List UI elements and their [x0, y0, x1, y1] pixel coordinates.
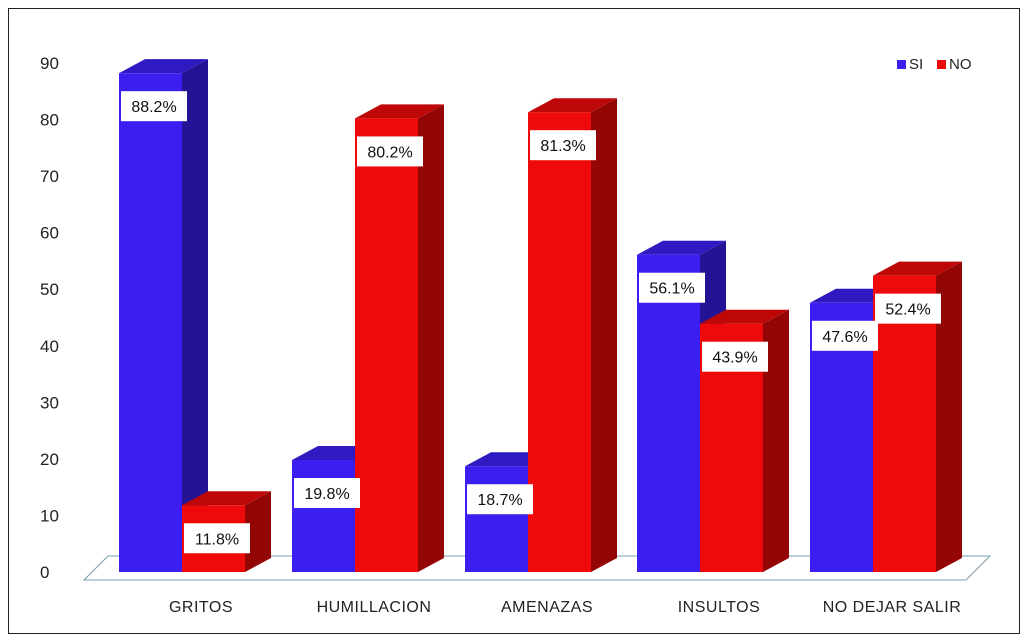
- bar-side: [591, 98, 617, 572]
- bar-no-humillacion: [355, 104, 444, 572]
- y-tick-label: 90: [40, 54, 59, 73]
- data-label-si-amenazas: 18.7%: [467, 484, 533, 514]
- y-axis: 0 10 20 30 40 50 60 70 80 90: [40, 54, 59, 582]
- legend-swatch: [937, 60, 946, 69]
- y-tick-label: 30: [40, 393, 59, 412]
- data-label-no-amenazas: 81.3%: [530, 130, 596, 160]
- data-label-text: 52.4%: [885, 302, 930, 319]
- x-category-label: GRITOS: [169, 599, 233, 616]
- bar-front: [355, 118, 418, 572]
- data-label-text: 88.2%: [131, 99, 176, 116]
- bar-front: [465, 466, 528, 572]
- data-label-text: 80.2%: [367, 144, 412, 161]
- data-label-no-humillacion: 80.2%: [357, 136, 423, 166]
- data-label-text: 43.9%: [712, 350, 757, 367]
- data-label-si-gritos: 88.2%: [121, 91, 187, 121]
- data-label-text: 19.8%: [304, 486, 349, 503]
- bar-si-gritos: [119, 59, 208, 572]
- y-tick-label: 10: [40, 506, 59, 525]
- bar-no-amenazas: [528, 98, 617, 572]
- bar-side: [418, 104, 444, 572]
- y-tick-label: 80: [40, 111, 59, 130]
- bar-front: [119, 73, 182, 572]
- legend: SI NO: [897, 56, 972, 73]
- data-label-text: 18.7%: [477, 492, 522, 509]
- y-tick-label: 60: [40, 224, 59, 243]
- y-tick-label: 70: [40, 167, 59, 186]
- y-tick-label: 40: [40, 337, 59, 356]
- legend-item-no: NO: [937, 56, 972, 73]
- legend-item-si: SI: [897, 56, 923, 73]
- data-label-text: 56.1%: [649, 281, 694, 298]
- data-label-si-humillacion: 19.8%: [294, 478, 360, 508]
- data-label-no-insultos: 43.9%: [702, 342, 768, 372]
- legend-swatch: [897, 60, 906, 69]
- y-tick-label: 0: [40, 563, 49, 582]
- data-label-si-insultos: 56.1%: [639, 273, 705, 303]
- y-tick-label: 20: [40, 450, 59, 469]
- y-tick-label: 50: [40, 280, 59, 299]
- data-label-text: 47.6%: [822, 329, 867, 346]
- x-category-label: NO DEJAR SALIR: [823, 599, 962, 616]
- legend-label: NO: [949, 56, 972, 73]
- data-label-si-no-dejar-salir: 47.6%: [812, 321, 878, 351]
- x-category-label: INSULTOS: [678, 599, 761, 616]
- legend-label: SI: [909, 56, 923, 73]
- bar-front: [292, 460, 355, 572]
- x-axis: GRITOS HUMILLACION AMENAZAS INSULTOS NO DEJA…: [169, 599, 961, 616]
- data-label-no-no-dejar-salir: 52.4%: [875, 294, 941, 324]
- bar-front: [528, 112, 591, 572]
- x-category-label: HUMILLACION: [317, 599, 432, 616]
- data-label-text: 11.8%: [195, 531, 239, 548]
- data-label-text: 81.3%: [540, 138, 585, 155]
- x-category-label: AMENAZAS: [501, 599, 593, 616]
- data-label-no-gritos: 11.8%: [184, 523, 250, 553]
